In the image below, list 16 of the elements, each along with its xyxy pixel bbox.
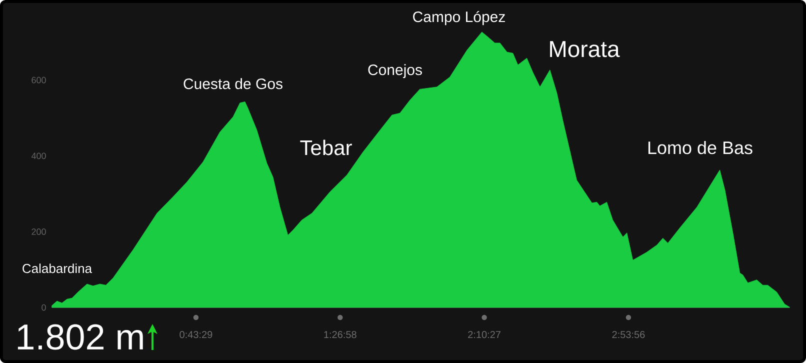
annotation: Campo López (413, 10, 505, 26)
text: 1.802 m (18, 324, 143, 350)
annotation: Calabardina (22, 264, 92, 274)
x-tick-label: 0:43:29 (180, 331, 212, 338)
y-tick-label: 600 (32, 76, 46, 84)
x-tick-label: 1:26:58 (324, 331, 356, 338)
annotation: Morata (550, 41, 620, 58)
y-tick-label: 400 (31, 152, 46, 160)
annotation: Conejos (368, 64, 422, 78)
y-tick-label: 200 (32, 228, 46, 235)
annotation: Cuesta de Gos (184, 78, 282, 90)
y-tick-label: 0 (42, 304, 46, 311)
x-tick-label: 2:53:56 (612, 331, 645, 338)
x-tick-label: 2:10:27 (468, 331, 500, 338)
annotation: Tebar (300, 140, 352, 156)
annotation: Lomo de Bas (648, 140, 752, 154)
